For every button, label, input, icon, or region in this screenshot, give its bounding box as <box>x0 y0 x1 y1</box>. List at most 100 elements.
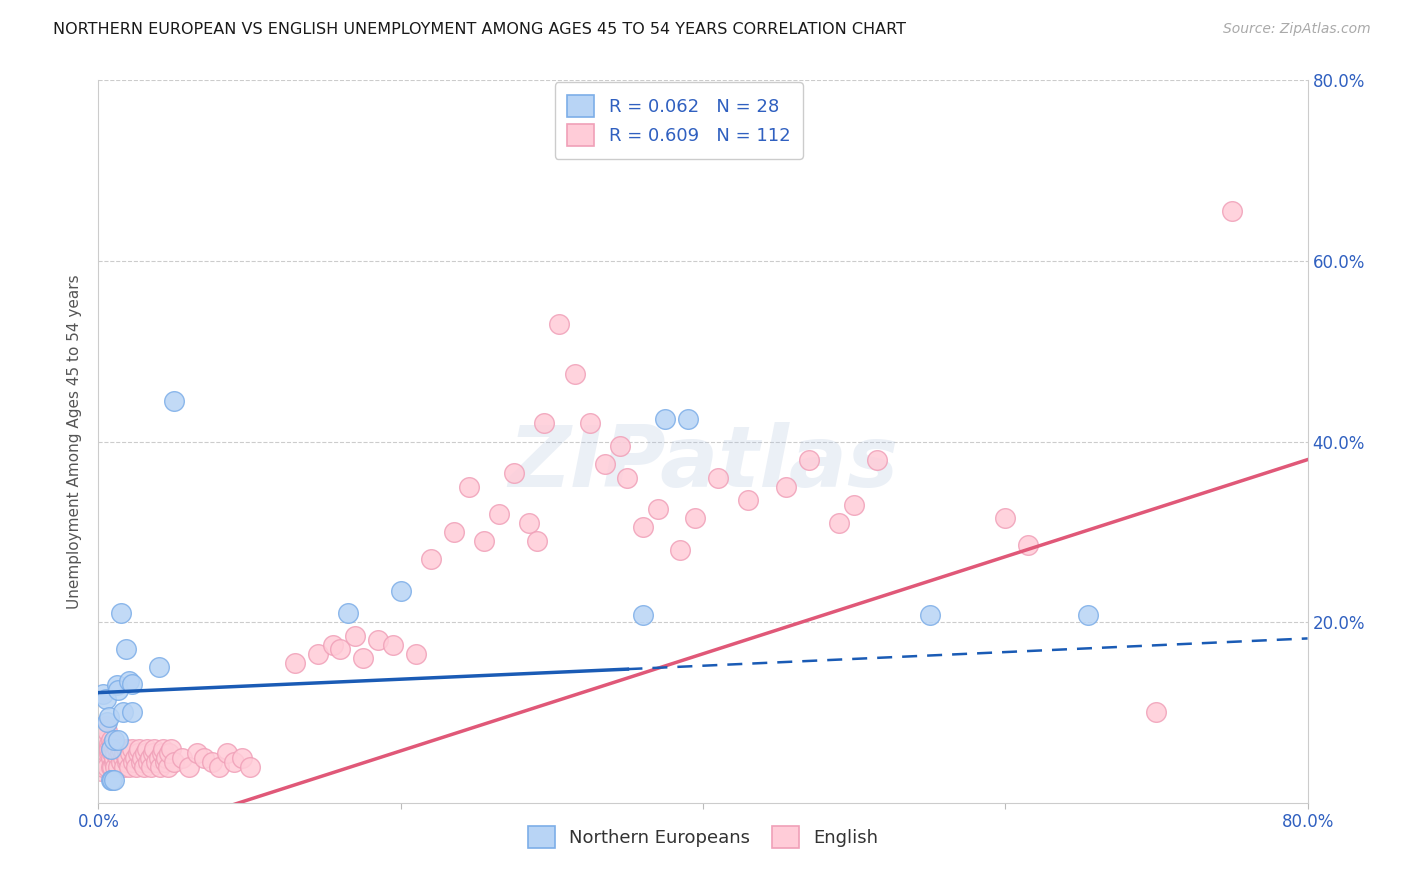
Point <box>472 533 495 548</box>
Point <box>1144 706 1167 720</box>
Point <box>101 760 124 774</box>
Point <box>215 746 238 760</box>
Point <box>284 656 307 670</box>
Point <box>103 750 125 764</box>
Point <box>609 439 631 453</box>
Point <box>578 417 600 431</box>
Point <box>139 750 162 764</box>
Point <box>100 741 122 756</box>
Point <box>148 660 170 674</box>
Point <box>132 760 155 774</box>
Point <box>120 746 142 760</box>
Point <box>111 750 134 764</box>
Y-axis label: Unemployment Among Ages 45 to 54 years: Unemployment Among Ages 45 to 54 years <box>67 274 83 609</box>
Point <box>121 741 143 756</box>
Point <box>110 755 132 769</box>
Point <box>128 741 150 756</box>
Text: Source: ZipAtlas.com: Source: ZipAtlas.com <box>1223 22 1371 37</box>
Point <box>193 750 215 764</box>
Point <box>224 755 246 769</box>
Point <box>129 755 152 769</box>
Point <box>631 520 654 534</box>
Point <box>322 638 344 652</box>
Point <box>163 755 186 769</box>
Point <box>107 682 129 697</box>
Point <box>96 723 118 738</box>
Point <box>118 760 141 774</box>
Point <box>98 746 121 760</box>
Point <box>201 755 224 769</box>
Point <box>114 642 136 657</box>
Point <box>115 750 138 764</box>
Point <box>179 760 201 774</box>
Point <box>105 741 128 756</box>
Point <box>107 760 129 774</box>
Point <box>94 692 117 706</box>
Point <box>647 502 669 516</box>
Point <box>100 741 122 756</box>
Point <box>104 760 127 774</box>
Point <box>503 466 526 480</box>
Legend: Northern Europeans, English: Northern Europeans, English <box>520 819 886 855</box>
Point <box>405 647 427 661</box>
Point <box>134 746 156 760</box>
Point <box>91 687 114 701</box>
Point <box>101 773 124 788</box>
Point <box>344 629 367 643</box>
Point <box>100 773 122 788</box>
Point <box>186 746 208 760</box>
Text: ZIPatlas: ZIPatlas <box>508 422 898 505</box>
Point <box>352 651 374 665</box>
Point <box>170 750 193 764</box>
Point <box>533 417 555 431</box>
Point <box>100 760 122 774</box>
Point <box>631 607 654 622</box>
Point <box>994 511 1017 525</box>
Point <box>336 606 359 620</box>
Point <box>111 706 134 720</box>
Point <box>135 741 157 756</box>
Point <box>100 750 122 764</box>
Point <box>654 412 676 426</box>
Point <box>548 317 571 331</box>
Point <box>94 719 117 733</box>
Point <box>96 732 118 747</box>
Point <box>231 750 253 764</box>
Point <box>121 706 143 720</box>
Point <box>457 480 479 494</box>
Point <box>149 760 172 774</box>
Point <box>122 755 145 769</box>
Point <box>104 746 127 760</box>
Point <box>488 507 510 521</box>
Point <box>844 498 866 512</box>
Point <box>208 760 231 774</box>
Point <box>737 493 759 508</box>
Point <box>112 746 135 760</box>
Point <box>685 511 707 525</box>
Point <box>103 732 125 747</box>
Point <box>94 741 117 756</box>
Point <box>96 714 118 729</box>
Point <box>329 642 352 657</box>
Point <box>1220 204 1243 219</box>
Text: NORTHERN EUROPEAN VS ENGLISH UNEMPLOYMENT AMONG AGES 45 TO 54 YEARS CORRELATION : NORTHERN EUROPEAN VS ENGLISH UNEMPLOYMEN… <box>53 22 907 37</box>
Point <box>98 737 121 751</box>
Point <box>828 516 851 530</box>
Point <box>127 746 149 760</box>
Point <box>101 737 124 751</box>
Point <box>443 524 465 539</box>
Point <box>1077 607 1099 622</box>
Point <box>159 746 181 760</box>
Point <box>103 755 125 769</box>
Point <box>517 516 540 530</box>
Point <box>367 633 389 648</box>
Point <box>114 741 136 756</box>
Point <box>110 741 132 756</box>
Point <box>152 741 174 756</box>
Point <box>125 760 148 774</box>
Point <box>107 750 129 764</box>
Point <box>121 676 143 690</box>
Point <box>669 542 692 557</box>
Point <box>148 750 170 764</box>
Point <box>115 755 138 769</box>
